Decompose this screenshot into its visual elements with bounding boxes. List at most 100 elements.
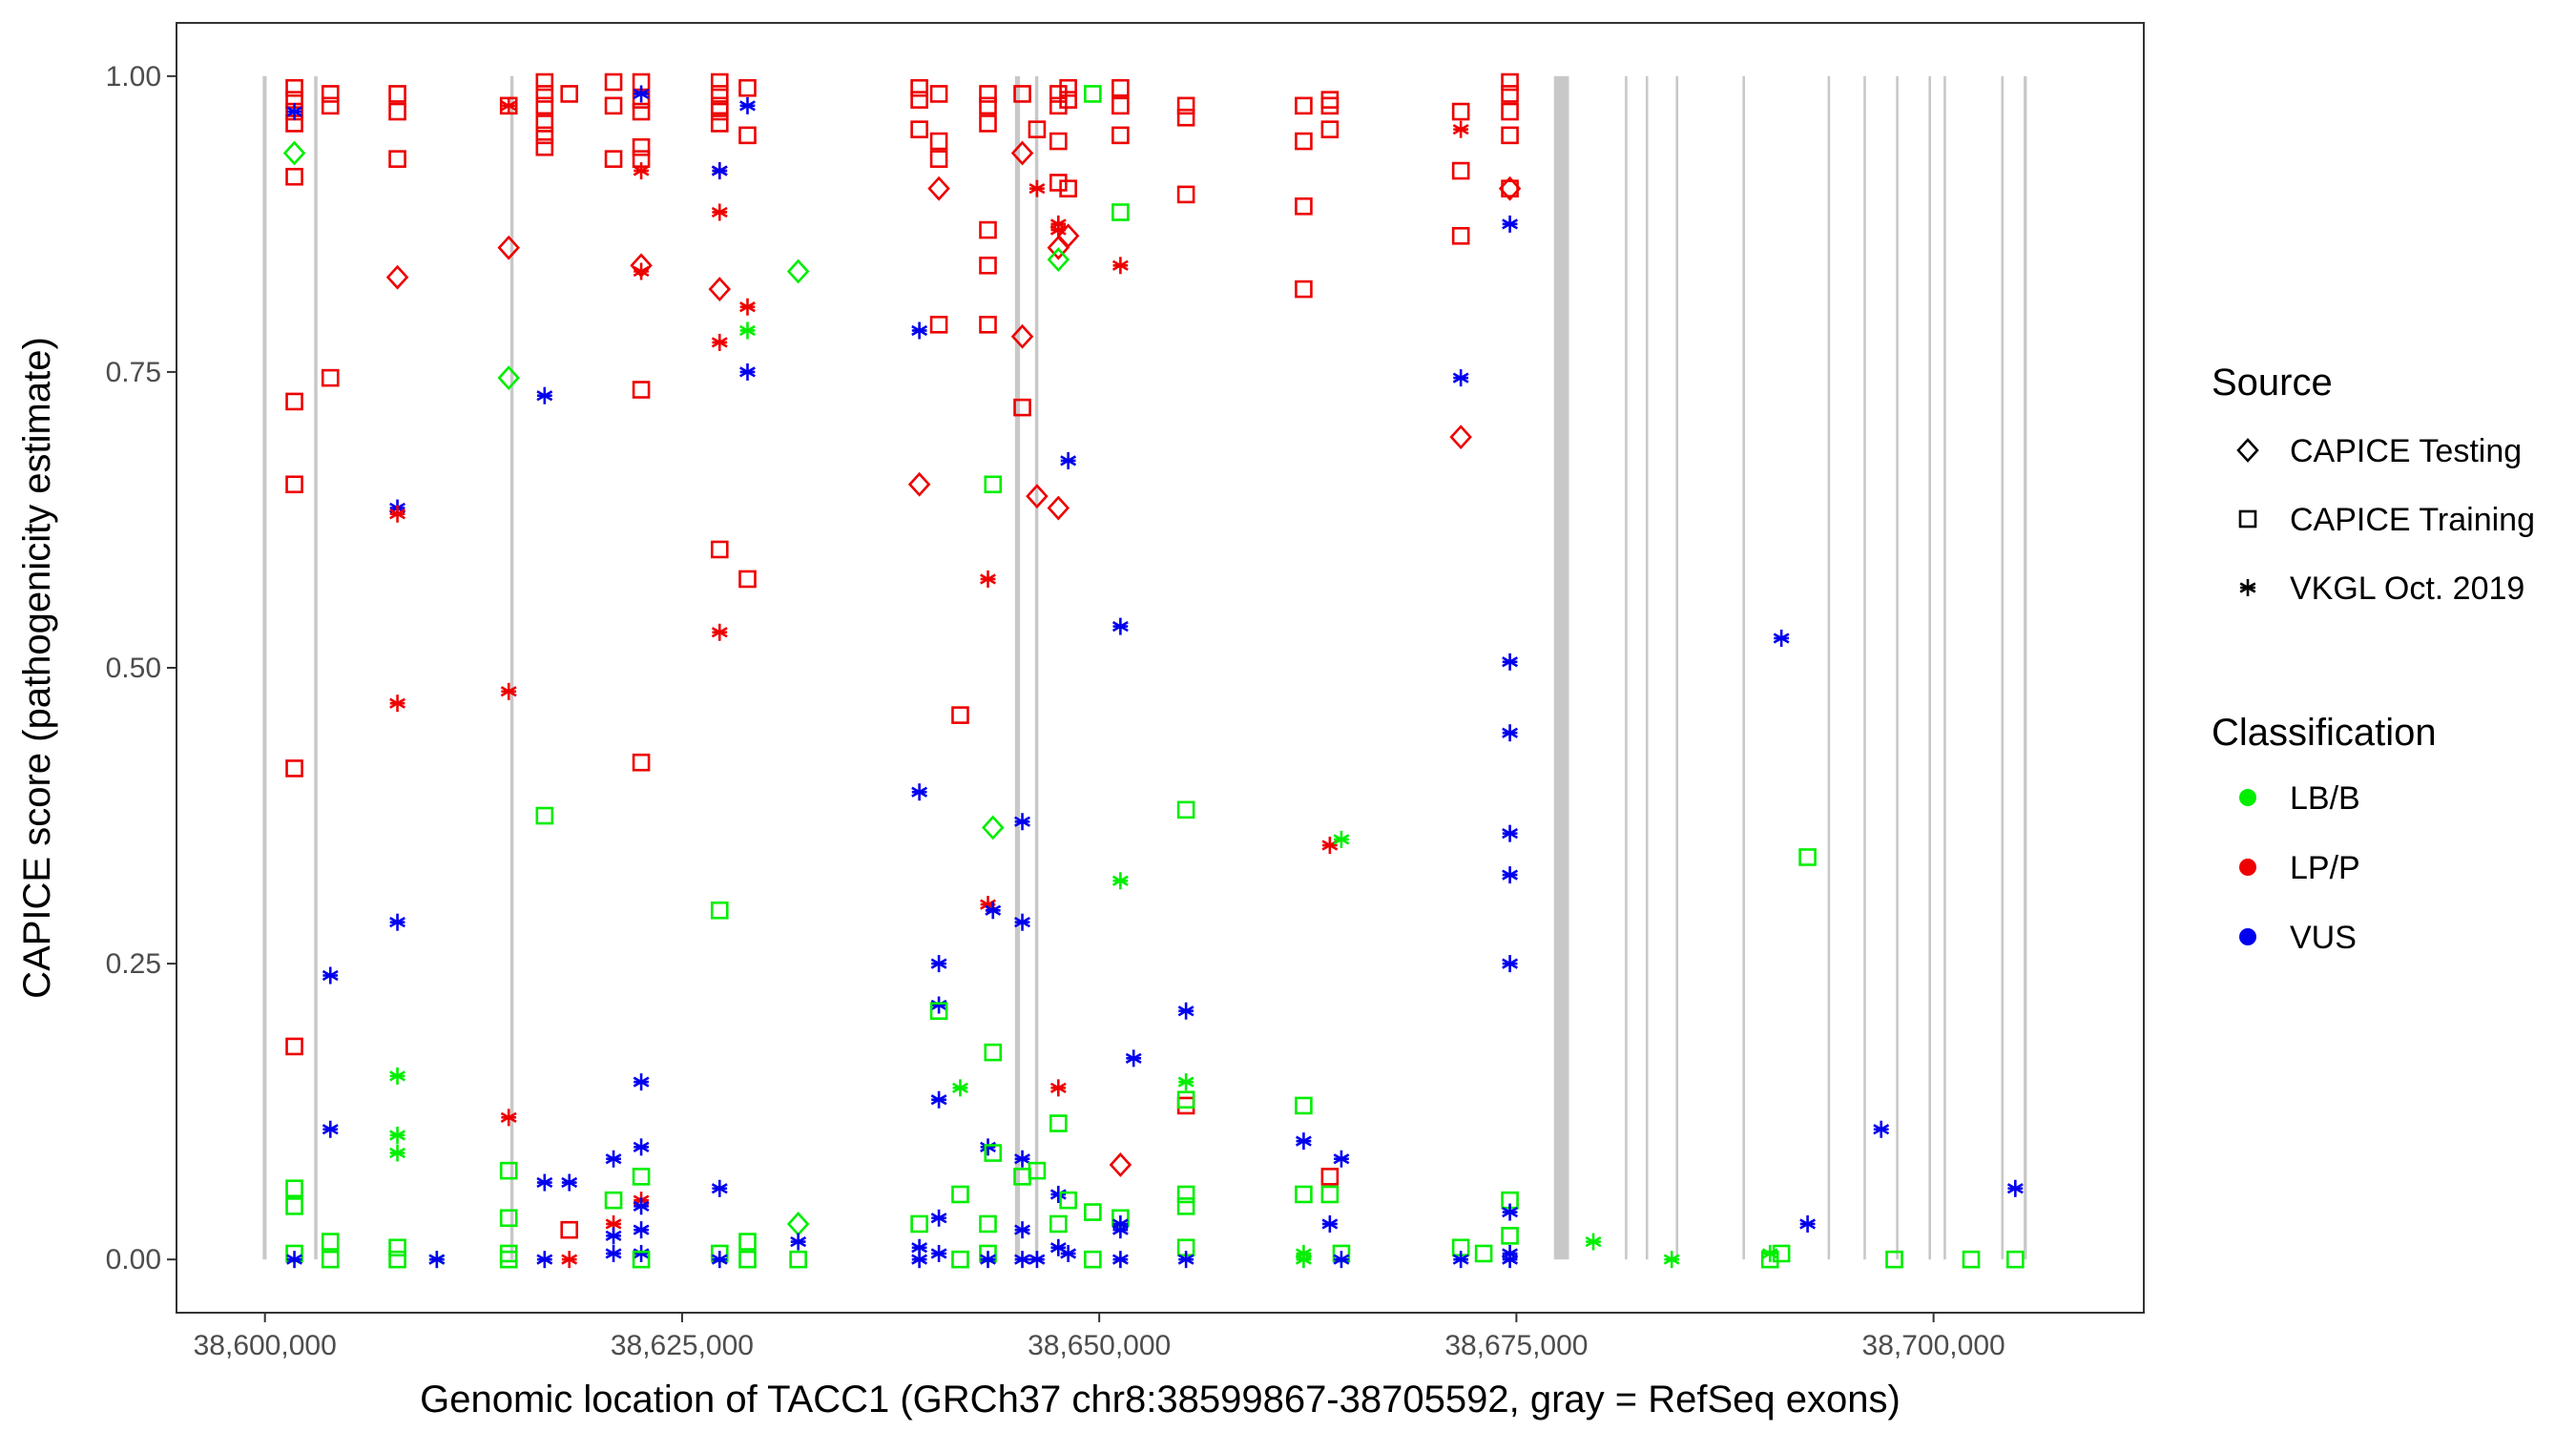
- point-training-lpp: [979, 85, 997, 103]
- point-training-lpp: [1320, 120, 1340, 138]
- point-vkgl-vus: [1060, 1244, 1077, 1262]
- exon-band: [262, 75, 267, 1260]
- point-training-lpp: [388, 102, 406, 121]
- point-training-lbb: [738, 1250, 757, 1269]
- point-training-lbb: [632, 1250, 651, 1269]
- point-training-lbb: [1049, 1114, 1068, 1132]
- y-tick-label: 0.75: [106, 357, 161, 388]
- point-vkgl-vus: [1014, 913, 1030, 931]
- point-training-lpp: [632, 102, 651, 121]
- point-testing-lpp: [385, 264, 409, 290]
- point-training-lpp: [632, 753, 651, 772]
- point-vkgl-vus: [633, 1138, 650, 1156]
- point-vkgl-vus: [633, 1221, 650, 1239]
- legend-source-label: CAPICE Training: [2290, 502, 2535, 538]
- point-training-lpp: [710, 540, 729, 559]
- point-training-lpp: [1295, 132, 1313, 151]
- exon-band: [1928, 75, 1932, 1260]
- point-vkgl-lpp: [389, 505, 406, 523]
- point-training-lpp: [535, 137, 554, 156]
- point-vkgl-lpp: [711, 203, 728, 221]
- point-training-lpp: [285, 475, 303, 494]
- point-vkgl-lbb: [1295, 1251, 1312, 1269]
- point-training-lpp: [1111, 78, 1130, 97]
- point-training-lpp: [1320, 96, 1340, 115]
- point-testing-lpp: [1498, 176, 1522, 201]
- y-tick-label: 0.00: [106, 1244, 161, 1275]
- point-training-lbb: [1474, 1244, 1493, 1263]
- point-vkgl-lpp: [711, 623, 728, 641]
- point-vkgl-vus: [1502, 1203, 1519, 1221]
- point-training-lpp: [1451, 102, 1470, 121]
- legend-class-label: LP/P: [2290, 850, 2360, 886]
- x-axis: 38,600,000 38,625,000 38,650,000 38,675,000…: [194, 1313, 2005, 1361]
- point-training-lbb: [499, 1161, 518, 1180]
- exon-band: [2001, 75, 2005, 1260]
- point-vkgl-vus: [1014, 1150, 1030, 1168]
- point-training-lpp: [1451, 226, 1470, 245]
- x-axis-title: Genomic location of TACC1 (GRCh37 chr8:3…: [420, 1379, 1901, 1421]
- point-vkgl-lbb: [739, 321, 756, 340]
- point-vkgl-vus: [536, 386, 553, 404]
- exon-band: [1553, 75, 1569, 1260]
- point-vkgl-lpp: [561, 1251, 578, 1269]
- point-training-lbb: [951, 1250, 969, 1269]
- point-vkgl-lpp: [1028, 179, 1046, 197]
- point-training-lpp: [1049, 85, 1068, 103]
- x-tick-label: 38,675,000: [1444, 1330, 1588, 1361]
- point-training-lpp: [979, 96, 997, 115]
- point-training-lpp: [929, 315, 948, 334]
- point-vkgl-vus: [1321, 1214, 1339, 1233]
- point-vkgl-vus: [286, 1251, 303, 1269]
- point-training-lbb: [1176, 1197, 1195, 1215]
- point-training-lpp: [285, 78, 303, 97]
- point-training-lbb: [1772, 1244, 1791, 1263]
- point-vkgl-vus: [1333, 1150, 1350, 1168]
- point-vkgl-vus: [1502, 824, 1519, 842]
- point-training-lpp: [1501, 85, 1519, 103]
- point-training-lpp: [1295, 280, 1313, 299]
- point-training-lbb: [984, 1043, 1003, 1062]
- legend-square-icon: [2238, 509, 2257, 529]
- y-axis: 0.00 0.25 0.50 0.75 1.00: [106, 61, 177, 1275]
- point-vkgl-lbb: [1177, 1073, 1195, 1091]
- point-training-lpp: [979, 220, 997, 239]
- legend-color-dot-icon: [2239, 789, 2256, 806]
- point-training-lbb: [1059, 1191, 1077, 1210]
- point-training-lpp: [1451, 161, 1470, 180]
- point-vkgl-vus: [1873, 1120, 1890, 1138]
- point-training-lpp: [1059, 179, 1077, 197]
- point-training-lbb: [285, 1197, 303, 1215]
- point-vkgl-vus: [633, 1073, 650, 1091]
- legend-source-title: Source: [2212, 362, 2333, 404]
- point-vkgl-vus: [930, 1209, 947, 1227]
- point-training-lpp: [1059, 91, 1077, 109]
- point-training-lpp: [929, 132, 948, 151]
- point-vkgl-vus: [911, 783, 928, 801]
- exon-band: [1943, 75, 1946, 1260]
- point-vkgl-vus: [633, 85, 650, 103]
- point-training-lpp: [738, 78, 757, 97]
- exon-band: [1896, 75, 1899, 1260]
- point-training-lpp: [951, 706, 969, 724]
- point-testing-lpp: [1056, 223, 1080, 249]
- point-training-lbb: [1084, 85, 1102, 103]
- point-training-lpp: [1501, 126, 1519, 145]
- point-training-lbb: [738, 1233, 757, 1251]
- point-training-lpp: [604, 96, 623, 115]
- point-vkgl-vus: [1111, 1251, 1129, 1269]
- point-testing-lpp: [1026, 484, 1049, 509]
- point-vkgl-vus: [1502, 955, 1519, 973]
- legend-color-dot-icon: [2239, 928, 2256, 945]
- point-training-lpp: [710, 73, 729, 92]
- point-vkgl-vus: [605, 1150, 622, 1168]
- legend-asterisk-icon: [2239, 579, 2256, 596]
- point-testing-lbb: [786, 259, 810, 284]
- point-vkgl-vus: [930, 955, 947, 973]
- point-vkgl-lbb: [389, 1067, 406, 1085]
- point-training-lpp: [1111, 96, 1130, 115]
- point-testing-lpp: [1047, 495, 1070, 521]
- exon-band: [1034, 75, 1039, 1260]
- y-tick-label: 1.00: [106, 61, 161, 93]
